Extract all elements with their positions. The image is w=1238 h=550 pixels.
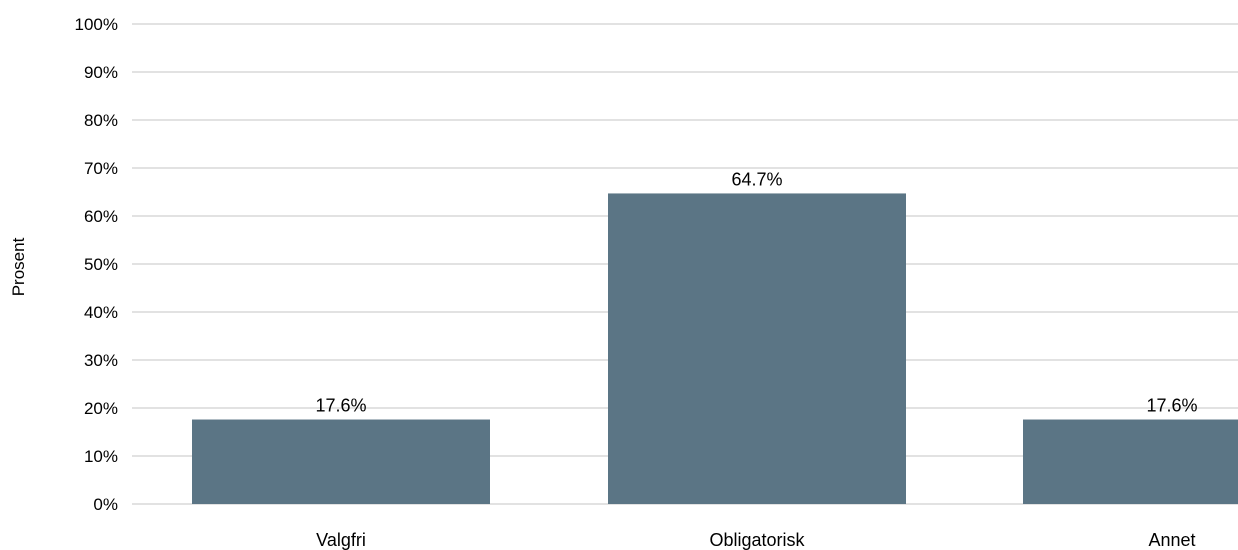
- x-category-label: Obligatorisk: [709, 530, 805, 550]
- y-tick-label: 90%: [84, 63, 118, 82]
- y-tick-label: 0%: [93, 495, 118, 514]
- y-tick-label: 20%: [84, 399, 118, 418]
- data-label: 17.6%: [315, 396, 366, 416]
- y-tick-label: 10%: [84, 447, 118, 466]
- y-tick-label: 50%: [84, 255, 118, 274]
- x-axis-category-labels: Valgfri Obligatorisk Annet: [316, 530, 1195, 550]
- bar-obligatorisk: [608, 193, 906, 504]
- data-label: 64.7%: [731, 169, 782, 189]
- bar-annet: [1023, 419, 1238, 504]
- y-axis-tick-labels: 0% 10% 20% 30% 40% 50% 60% 70% 80% 90% 100%: [75, 15, 118, 514]
- y-tick-label: 30%: [84, 351, 118, 370]
- bars: [192, 193, 1238, 504]
- data-label: 17.6%: [1146, 396, 1197, 416]
- bar-valgfri: [192, 419, 490, 504]
- y-tick-label: 40%: [84, 303, 118, 322]
- y-axis-label: Prosent: [9, 237, 28, 296]
- y-tick-label: 70%: [84, 159, 118, 178]
- y-tick-label: 60%: [84, 207, 118, 226]
- x-category-label: Valgfri: [316, 530, 366, 550]
- x-category-label: Annet: [1148, 530, 1195, 550]
- y-tick-label: 100%: [75, 15, 118, 34]
- y-tick-label: 80%: [84, 111, 118, 130]
- data-labels: 17.6% 64.7% 17.6%: [315, 169, 1197, 415]
